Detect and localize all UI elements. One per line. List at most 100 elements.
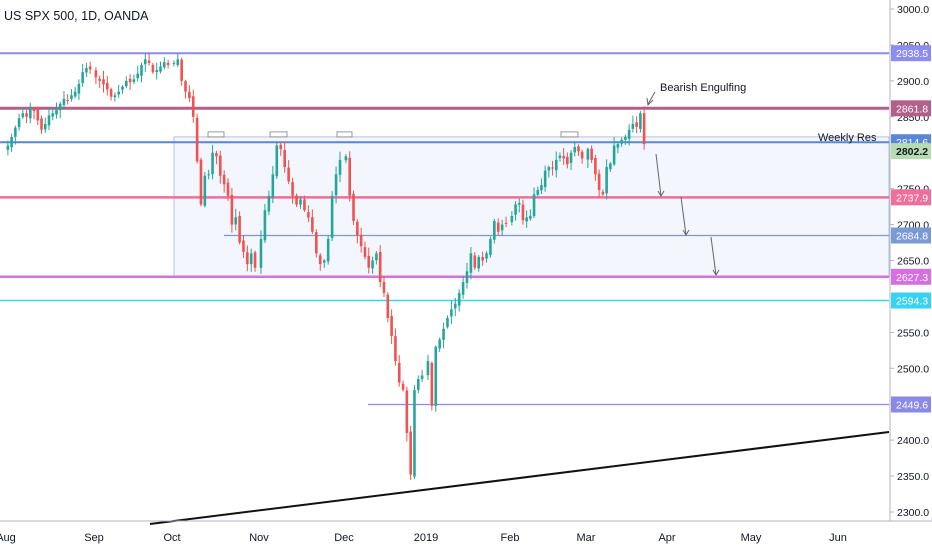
candle-body bbox=[151, 64, 155, 73]
price-badge bbox=[891, 100, 931, 117]
candle-body bbox=[569, 152, 573, 163]
candle-body bbox=[291, 182, 294, 196]
candle-body bbox=[386, 294, 390, 318]
candle-body bbox=[10, 136, 13, 148]
candle-body bbox=[573, 146, 577, 153]
x-tick-label: Oct bbox=[163, 532, 180, 544]
candle-body bbox=[540, 185, 543, 191]
candle-body bbox=[163, 62, 166, 68]
candle-body bbox=[191, 96, 195, 117]
candle-body bbox=[188, 91, 191, 99]
annotation-bearish-engulfing: Bearish Engulfing bbox=[660, 82, 746, 94]
candle-body bbox=[88, 66, 92, 70]
candle-body bbox=[397, 362, 401, 383]
candle-body bbox=[159, 66, 162, 72]
candle-body bbox=[279, 144, 283, 150]
candle-body bbox=[132, 79, 136, 82]
candle-body bbox=[590, 148, 593, 160]
candle-body bbox=[125, 80, 128, 87]
candle-body bbox=[311, 217, 314, 232]
candle-body bbox=[367, 256, 371, 268]
candle-body bbox=[532, 194, 536, 217]
candle-body bbox=[249, 253, 253, 265]
candle-body bbox=[318, 255, 322, 265]
candle-body bbox=[58, 103, 62, 111]
candle-body bbox=[73, 91, 77, 97]
candle-body bbox=[211, 152, 214, 175]
candle-body bbox=[234, 217, 238, 225]
price-badge-label: 2594.3 bbox=[896, 296, 928, 308]
candle-body bbox=[94, 70, 98, 78]
candle-body bbox=[303, 199, 306, 211]
candle-body bbox=[246, 252, 249, 265]
candle-body bbox=[81, 72, 84, 84]
candle-body bbox=[390, 316, 393, 336]
y-tick-label: 2650.0 bbox=[897, 256, 929, 268]
price-badge bbox=[891, 396, 931, 413]
candle-body bbox=[566, 156, 569, 165]
price-badge-label: 2737.9 bbox=[896, 192, 928, 204]
peak-marker bbox=[560, 131, 579, 138]
price-badge-label: 2861.8 bbox=[896, 103, 928, 115]
candle-body bbox=[102, 79, 105, 85]
candle-body bbox=[413, 389, 416, 477]
candle-body bbox=[442, 328, 445, 340]
candle-body bbox=[469, 253, 473, 273]
candle-body bbox=[609, 163, 612, 170]
candle-body bbox=[230, 194, 234, 225]
candle-body bbox=[307, 212, 310, 218]
candle-body bbox=[62, 98, 66, 105]
candle-body bbox=[601, 191, 605, 195]
candle-body bbox=[453, 303, 457, 309]
x-tick-label: Dec bbox=[334, 532, 354, 544]
y-tick-label: 2350.0 bbox=[897, 471, 929, 483]
x-tick-label: May bbox=[741, 532, 762, 544]
candle-body bbox=[14, 127, 17, 137]
price-badge bbox=[891, 45, 931, 62]
candle-body bbox=[562, 156, 565, 159]
candle-body bbox=[322, 260, 326, 263]
candle-body bbox=[438, 339, 441, 349]
candle-body bbox=[457, 292, 461, 306]
candle-body bbox=[430, 362, 434, 406]
x-tick-label: Nov bbox=[249, 532, 269, 544]
candle-body bbox=[616, 144, 620, 148]
candle-body bbox=[627, 129, 631, 139]
candle-body bbox=[378, 251, 382, 283]
candle-body bbox=[40, 118, 43, 130]
candle-body bbox=[106, 82, 109, 90]
candle-body bbox=[85, 67, 88, 73]
candle-body bbox=[461, 282, 465, 295]
candle-body bbox=[477, 256, 481, 269]
candle-body bbox=[36, 109, 40, 121]
support-trendline[interactable] bbox=[149, 431, 890, 525]
y-tick-label: 2900.0 bbox=[897, 76, 929, 88]
candle-body bbox=[155, 70, 158, 73]
projection-arrow bbox=[680, 196, 687, 236]
annotations: Bearish Engulfing Weekly Res bbox=[207, 82, 877, 276]
candle-body bbox=[330, 195, 334, 238]
price-badge-label: 2449.6 bbox=[896, 400, 928, 412]
candle-body bbox=[481, 256, 484, 261]
candle-body bbox=[147, 60, 151, 63]
candle-body bbox=[334, 174, 338, 196]
pointer-arrow bbox=[647, 91, 656, 105]
candle-body bbox=[66, 99, 69, 101]
y-tick-label: 2550.0 bbox=[897, 327, 929, 339]
candle-body bbox=[496, 222, 500, 232]
price-badge bbox=[891, 268, 931, 285]
x-tick-label: Mar bbox=[577, 532, 596, 544]
candle-body bbox=[338, 159, 342, 175]
candle-body bbox=[140, 65, 143, 76]
candle-body bbox=[580, 151, 584, 159]
price-badge-label: 2802.2 bbox=[896, 146, 928, 158]
candle-body bbox=[612, 145, 616, 165]
candle-body bbox=[363, 247, 367, 257]
candle-body bbox=[382, 281, 386, 293]
candle-body bbox=[21, 113, 25, 118]
candle-body bbox=[184, 81, 187, 92]
candle-body bbox=[536, 190, 540, 195]
candle-body bbox=[43, 123, 47, 130]
